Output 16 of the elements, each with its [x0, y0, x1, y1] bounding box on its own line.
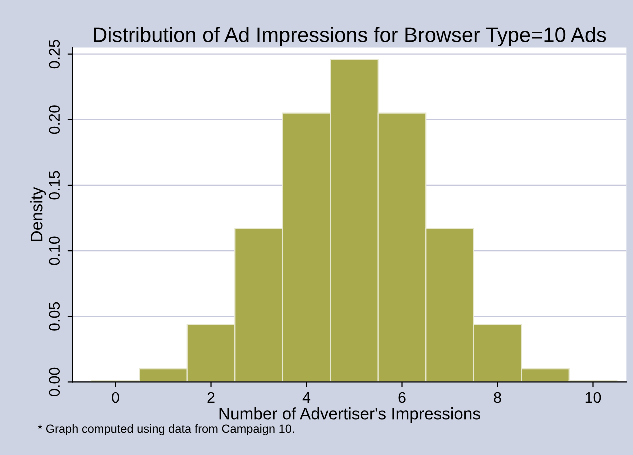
x-axis-title: Number of Advertiser's Impressions [220, 408, 480, 424]
chart-title: Distribution of Ad Impressions for Browser Type=10 Ads [94, 27, 606, 47]
x-tick-label: 10 [586, 392, 602, 404]
x-tick-label: 2 [208, 392, 215, 403]
text: * Graph computed using data from Campaign 10. [38, 424, 294, 436]
y-tick-label: 0.10 [49, 236, 60, 266]
x-tick-label: 8 [494, 392, 502, 404]
x-tick-label: 0 [112, 392, 120, 404]
y-tick-label: 0.20 [49, 106, 60, 134]
y-tick-label: 0.00 [49, 368, 60, 396]
x-tick-label: 6 [398, 392, 406, 404]
y-tick-label: 0.15 [49, 171, 60, 200]
x-tick-label: 4 [302, 392, 311, 403]
y-axis-title: Density [30, 187, 46, 242]
y-tick-label: 0.05 [49, 302, 60, 331]
y-tick-label: 0.25 [49, 40, 60, 69]
